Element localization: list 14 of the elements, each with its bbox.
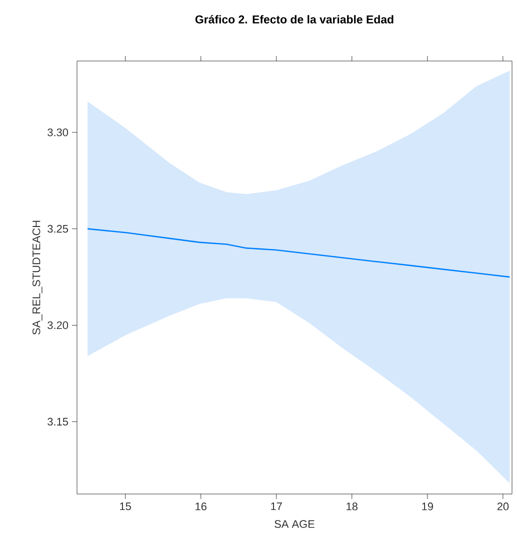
x-tick-label: 19 — [422, 502, 433, 510]
x-tick-label: 15 — [120, 502, 131, 510]
y-axis-title: SA_REL_STUDTEACH — [32, 220, 42, 335]
line-series — [86, 228, 510, 278]
x-tick-label: 20 — [497, 502, 509, 510]
y-tick-label: 3.20 — [48, 321, 68, 330]
x-tick-label: 17 — [271, 502, 282, 510]
x-tick-label: 18 — [346, 502, 358, 510]
chart-title: Gráfico 2. Efecto de la variable Edad — [195, 14, 394, 24]
y-tick-label: 3.30 — [48, 128, 68, 136]
x-axis-title: SA AGE — [274, 520, 314, 528]
x-tick-label: 16 — [196, 502, 206, 510]
y-tick-label: 3.25 — [48, 224, 68, 233]
y-tick-label: 3.15 — [48, 418, 68, 426]
